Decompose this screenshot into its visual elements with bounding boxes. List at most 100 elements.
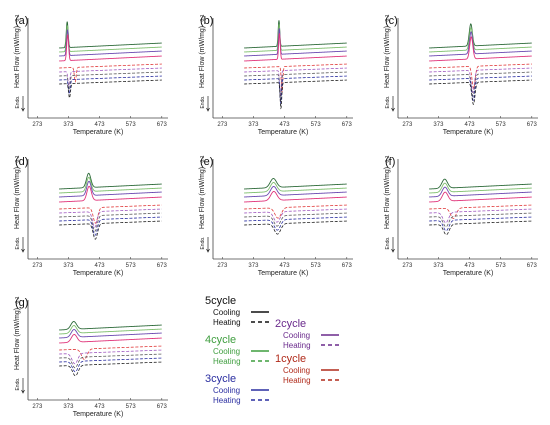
cooling-curve	[59, 329, 162, 339]
cooling-curve	[59, 29, 162, 57]
heating-curve	[59, 67, 162, 87]
heating-curve	[59, 353, 162, 369]
legend-group-title: 3cycle	[205, 373, 236, 385]
endo-label: Endo.	[15, 95, 21, 108]
heating-curve	[59, 204, 162, 224]
heating-curve	[59, 361, 162, 377]
x-tick-label: 373	[433, 263, 444, 269]
legend-heating-label: Heating	[213, 396, 241, 405]
x-tick-label: 473	[280, 122, 291, 128]
x-axis-title: Temperature (K)	[443, 270, 494, 277]
cooling-curve	[59, 325, 162, 335]
x-tick-label: 673	[157, 404, 168, 410]
cooling-curve	[429, 23, 532, 49]
y-axis-title: Heat Flow (mW/mg)	[199, 167, 206, 229]
x-tick-label: 473	[280, 263, 291, 269]
x-tick-label: 673	[157, 263, 168, 269]
x-tick-label: 373	[248, 263, 259, 269]
legend-cooling-label: Cooling	[283, 366, 310, 375]
heating-curve	[429, 216, 532, 232]
x-tick-label: 473	[465, 263, 476, 269]
x-tick-label: 273	[32, 263, 43, 269]
x-tick-label: 273	[32, 404, 43, 410]
x-tick-label: 273	[217, 122, 228, 128]
heating-curve	[244, 204, 347, 219]
heating-curve	[59, 357, 162, 373]
chart-panel-2: 273 373 473 573 673 Temperature (K) Heat Flow …	[384, 14, 538, 136]
endo-arrow-icon	[21, 378, 25, 394]
legend-cooling-label: Cooling	[213, 308, 240, 317]
endo-arrow-icon	[391, 237, 395, 253]
legend-group-title: 5cycle	[205, 295, 236, 307]
legend-group-title: 1cycle	[275, 353, 306, 365]
y-axis-title: Heat Flow (mW/mg)	[14, 26, 21, 88]
heating-curve	[59, 349, 162, 365]
heating-curve	[429, 75, 532, 102]
heating-curve	[244, 75, 347, 105]
heating-curve	[244, 63, 347, 93]
chart-panel-3: 273 373 473 573 673 Temperature (K) Heat Flow …	[14, 155, 168, 277]
endo-arrow-icon	[206, 237, 210, 253]
y-axis-title: Heat Flow (mW/mg)	[199, 26, 206, 88]
heating-curve	[429, 63, 532, 90]
heating-curve	[429, 204, 532, 219]
cooling-curve	[244, 191, 347, 203]
heating-curve	[59, 79, 162, 99]
cooling-curve	[244, 28, 347, 57]
endo-label: Endo.	[200, 236, 206, 249]
x-tick-label: 673	[342, 122, 353, 128]
cooling-curve	[429, 182, 532, 194]
panel-label: (e)	[200, 156, 213, 168]
heating-curve	[59, 208, 162, 228]
x-tick-label: 473	[95, 404, 106, 410]
y-axis-title: Heat Flow (mW/mg)	[14, 167, 21, 229]
cooling-curve	[59, 180, 162, 198]
panel-label: (d)	[15, 156, 28, 168]
legend-heating-label: Heating	[283, 376, 311, 385]
scale-label: 0.1	[385, 155, 391, 162]
x-axis-title: Temperature (K)	[73, 129, 124, 136]
scale-label: 0.1	[200, 14, 206, 21]
x-tick-label: 473	[95, 122, 106, 128]
x-axis-title: Temperature (K)	[258, 129, 309, 136]
cooling-curve	[429, 36, 532, 62]
heating-curve	[244, 79, 347, 110]
y-axis-title: Heat Flow (mW/mg)	[384, 167, 391, 229]
heating-curve	[244, 71, 347, 101]
x-tick-label: 373	[63, 122, 74, 128]
scale-label: 0.1	[385, 14, 391, 21]
cooling-curve	[59, 172, 162, 190]
cooling-curve	[59, 176, 162, 194]
endo-label: Endo.	[385, 95, 391, 108]
cooling-curve	[244, 182, 347, 194]
heating-curve	[429, 67, 532, 93]
x-tick-label: 273	[32, 122, 43, 128]
x-tick-label: 673	[527, 122, 538, 128]
cooling-curve	[59, 185, 162, 203]
heating-curve	[244, 67, 347, 98]
heating-curve	[244, 216, 347, 231]
scale-label: 0.1	[15, 296, 21, 303]
cooling-curve	[244, 20, 347, 49]
x-tick-label: 573	[496, 263, 507, 269]
heating-curve	[244, 212, 347, 227]
x-tick-label: 573	[126, 263, 137, 269]
heating-curve	[429, 208, 532, 224]
x-axis-title: Temperature (K)	[73, 411, 124, 418]
endo-label: Endo.	[200, 95, 206, 108]
endo-arrow-icon	[21, 96, 25, 112]
cooling-curve	[59, 321, 162, 331]
chart-panel-1: 273 373 473 573 673 Temperature (K) Heat Flow …	[199, 14, 353, 136]
cooling-curve	[429, 27, 532, 53]
legend-cooling-label: Cooling	[283, 331, 310, 340]
cooling-curve	[59, 34, 162, 62]
x-tick-label: 573	[126, 404, 137, 410]
endo-arrow-icon	[21, 237, 25, 253]
cooling-curve	[244, 186, 347, 198]
cooling-curve	[429, 31, 532, 57]
legend-group-title: 2cycle	[275, 318, 306, 330]
x-tick-label: 673	[527, 263, 538, 269]
x-tick-label: 573	[311, 122, 322, 128]
x-axis-title: Temperature (K)	[73, 270, 124, 277]
panel-label: (b)	[200, 15, 213, 27]
